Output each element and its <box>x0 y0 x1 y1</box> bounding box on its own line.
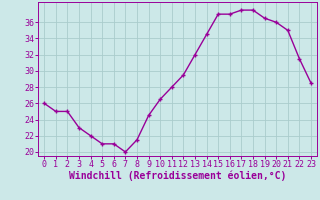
X-axis label: Windchill (Refroidissement éolien,°C): Windchill (Refroidissement éolien,°C) <box>69 171 286 181</box>
